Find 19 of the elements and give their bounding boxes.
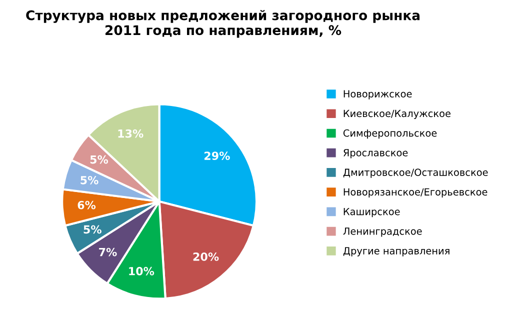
legend-label: Дмитровское/Осташковское	[343, 168, 488, 178]
legend-label: Новорязанское/Егорьевское	[344, 188, 488, 198]
data-label: 5%	[90, 155, 108, 164]
data-label: 20%	[193, 252, 219, 261]
legend-label: Другие направления	[343, 247, 450, 256]
data-label: 6%	[78, 200, 96, 210]
legend-label: Киевское/Калужское	[344, 110, 450, 120]
legend-label: Ленинградское	[343, 228, 422, 237]
data-label: 5%	[84, 225, 102, 234]
legend-label: Новорижское	[344, 90, 412, 100]
chart-title: Структура новых предложений загородного рынка 2011 года по направлениям, %	[26, 10, 420, 38]
data-label: 29%	[204, 152, 230, 160]
legend-label: Каширское	[344, 208, 400, 218]
legend-label: Симферопольское	[343, 129, 437, 139]
data-label: 5%	[80, 176, 98, 184]
data-label: 10%	[129, 266, 154, 276]
legend-label: Ярославское	[344, 149, 408, 158]
data-label: 7%	[99, 248, 117, 256]
data-label: 13%	[118, 129, 144, 138]
